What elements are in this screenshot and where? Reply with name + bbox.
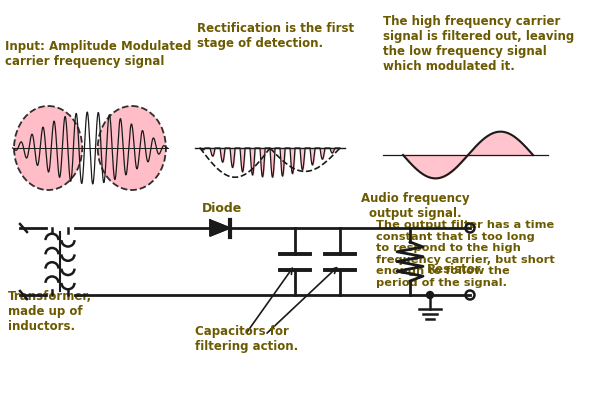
- Text: Input: Amplitude Modulated
carrier frequency signal: Input: Amplitude Modulated carrier frequ…: [5, 40, 191, 68]
- Text: The output filter has a time
constant that is too long
to respond to the high
fr: The output filter has a time constant th…: [376, 220, 555, 288]
- Text: Resistor: Resistor: [427, 263, 481, 276]
- Text: Audio frequency
output signal.: Audio frequency output signal.: [361, 192, 469, 220]
- Text: Rectification is the first
stage of detection.: Rectification is the first stage of dete…: [197, 22, 354, 50]
- Text: The high frequency carrier
signal is filtered out, leaving
the low frequency sig: The high frequency carrier signal is fil…: [383, 15, 574, 73]
- Text: Capacitors for
filtering action.: Capacitors for filtering action.: [195, 325, 298, 353]
- Text: Diode: Diode: [202, 202, 242, 215]
- Circle shape: [426, 292, 434, 298]
- Ellipse shape: [14, 106, 83, 190]
- Text: Transformer,
made up of
inductors.: Transformer, made up of inductors.: [8, 290, 92, 333]
- Ellipse shape: [97, 106, 166, 190]
- Polygon shape: [210, 220, 230, 236]
